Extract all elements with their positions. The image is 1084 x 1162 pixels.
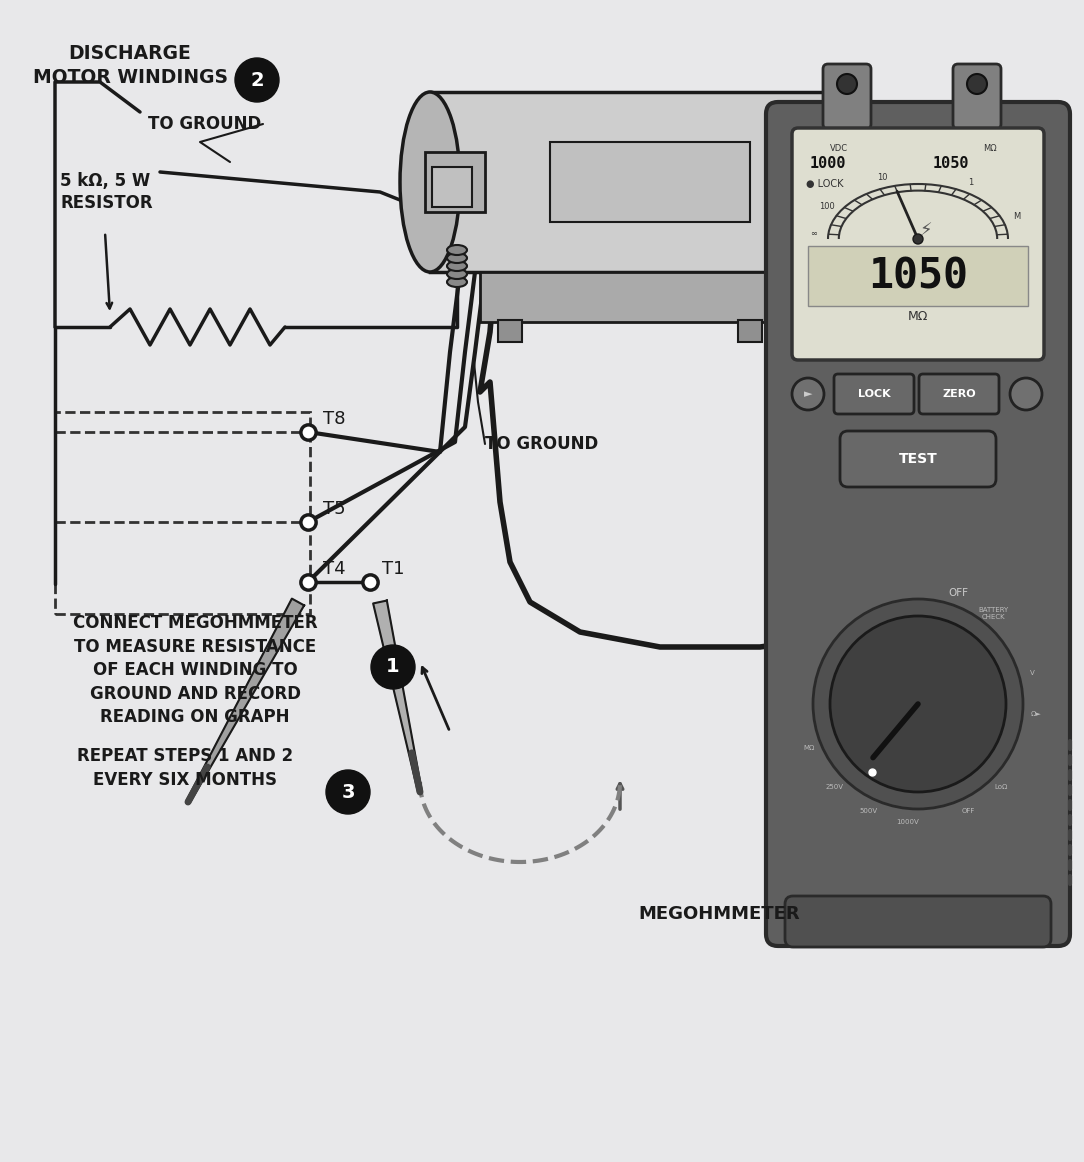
- Text: LoΩ: LoΩ: [995, 784, 1008, 790]
- Circle shape: [967, 74, 988, 94]
- Text: 1000V: 1000V: [896, 818, 919, 825]
- Text: TO GROUND: TO GROUND: [149, 115, 261, 132]
- Text: 500V: 500V: [859, 808, 877, 813]
- Text: V: V: [1030, 670, 1034, 676]
- Bar: [480, 272, 780, 322]
- Text: 2: 2: [250, 71, 263, 89]
- Ellipse shape: [447, 245, 467, 254]
- Text: REPEAT STEPS 1 AND 2
EVERY SIX MONTHS: REPEAT STEPS 1 AND 2 EVERY SIX MONTHS: [77, 747, 293, 789]
- Bar: [550, 142, 750, 222]
- Ellipse shape: [447, 268, 467, 279]
- Text: T1: T1: [382, 560, 404, 578]
- Text: 1000: 1000: [810, 156, 847, 171]
- Ellipse shape: [447, 261, 467, 271]
- Text: LOCK: LOCK: [857, 389, 890, 399]
- Text: OFF: OFF: [948, 588, 968, 598]
- Text: 10: 10: [877, 173, 888, 182]
- Bar: [430, 92, 840, 272]
- Bar: [738, 320, 762, 342]
- Text: VDC: VDC: [830, 144, 848, 153]
- Circle shape: [820, 162, 860, 202]
- Text: 250V: 250V: [826, 784, 843, 790]
- Ellipse shape: [447, 253, 467, 263]
- Polygon shape: [373, 601, 422, 792]
- FancyBboxPatch shape: [834, 374, 914, 414]
- FancyBboxPatch shape: [919, 374, 999, 414]
- Circle shape: [1010, 378, 1042, 410]
- Text: MΩ: MΩ: [907, 309, 928, 323]
- Text: M: M: [1014, 213, 1020, 221]
- Text: ∞: ∞: [810, 229, 817, 238]
- Text: 1: 1: [968, 178, 973, 187]
- Text: 1: 1: [386, 658, 400, 676]
- Bar: [55, 413, 310, 614]
- Text: 3: 3: [341, 782, 354, 802]
- Bar: [808, 246, 1028, 306]
- Circle shape: [830, 616, 1006, 792]
- FancyBboxPatch shape: [785, 896, 1051, 947]
- Text: ZERO: ZERO: [942, 389, 976, 399]
- Ellipse shape: [447, 277, 467, 287]
- FancyBboxPatch shape: [823, 64, 872, 129]
- Bar: [498, 320, 522, 342]
- Ellipse shape: [810, 92, 870, 272]
- Text: 1050: 1050: [933, 156, 969, 171]
- Text: TO GROUND: TO GROUND: [485, 435, 598, 453]
- Bar: [425, 152, 485, 211]
- Text: DISCHARGE
MOTOR WINDINGS: DISCHARGE MOTOR WINDINGS: [33, 44, 228, 86]
- Text: ►: ►: [803, 389, 812, 399]
- FancyBboxPatch shape: [792, 128, 1044, 360]
- Ellipse shape: [400, 92, 460, 272]
- FancyBboxPatch shape: [766, 102, 1070, 946]
- Text: CONNECT MEGOHMMETER
TO MEASURE RESISTANCE
OF EACH WINDING TO
GROUND AND RECORD
R: CONNECT MEGOHMMETER TO MEASURE RESISTANC…: [73, 614, 318, 726]
- Text: T4: T4: [323, 560, 346, 578]
- Circle shape: [371, 645, 415, 689]
- Circle shape: [837, 74, 857, 94]
- Text: TEST: TEST: [899, 452, 938, 466]
- Text: OFF: OFF: [962, 808, 975, 813]
- Text: MΩ: MΩ: [983, 144, 996, 153]
- Circle shape: [235, 58, 279, 102]
- Circle shape: [813, 598, 1023, 809]
- Text: T8: T8: [323, 410, 346, 428]
- FancyBboxPatch shape: [840, 431, 996, 487]
- Text: Ω►: Ω►: [1030, 711, 1041, 717]
- Text: BATTERY
CHECK: BATTERY CHECK: [979, 607, 1009, 621]
- Text: ⚡: ⚡: [919, 222, 932, 241]
- FancyBboxPatch shape: [953, 64, 1001, 129]
- Text: ● LOCK: ● LOCK: [806, 179, 843, 189]
- Text: MEGOHMMETER: MEGOHMMETER: [638, 905, 800, 923]
- Polygon shape: [186, 598, 305, 803]
- Text: MΩ: MΩ: [803, 745, 814, 751]
- Text: 5 kΩ, 5 W
RESISTOR: 5 kΩ, 5 W RESISTOR: [60, 172, 153, 213]
- Text: 100: 100: [820, 202, 835, 211]
- Text: T5: T5: [323, 500, 346, 518]
- Circle shape: [792, 378, 824, 410]
- Circle shape: [913, 234, 922, 244]
- Bar: [433, 167, 472, 207]
- Circle shape: [326, 770, 370, 815]
- Text: 1050: 1050: [868, 254, 968, 297]
